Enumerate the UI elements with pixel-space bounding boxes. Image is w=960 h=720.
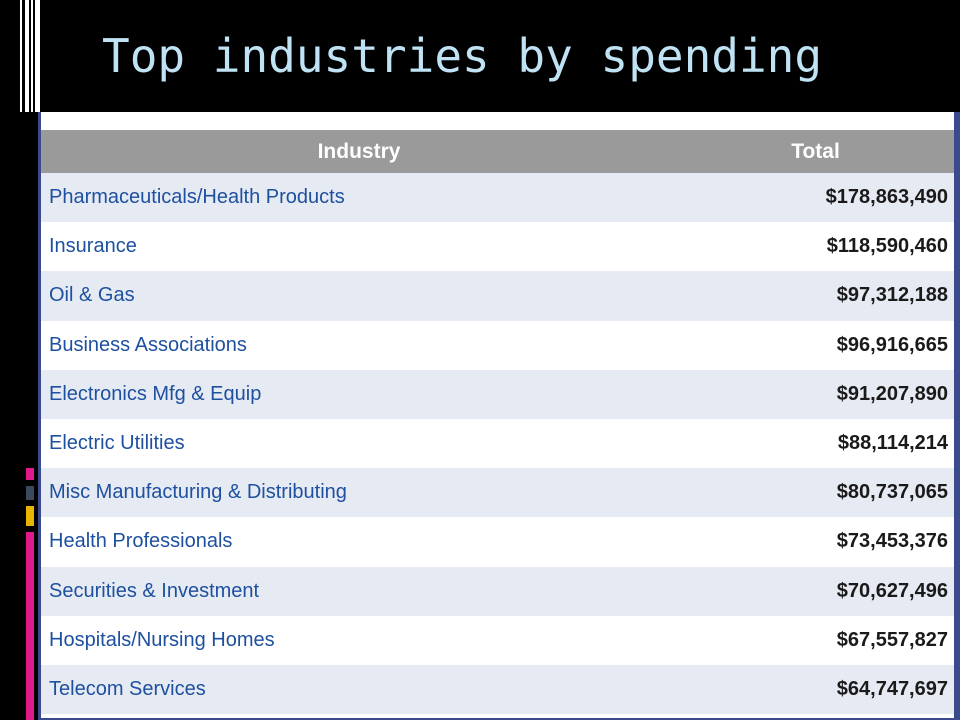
table-row: Telecom Services $64,747,697: [41, 664, 954, 715]
total-cell: $118,590,460: [677, 222, 954, 272]
industry-cell[interactable]: Electronics Mfg & Equip: [41, 369, 677, 419]
table-row: Misc Manufacturing & Distributing $80,73…: [41, 468, 954, 518]
total-cell: $64,747,697: [677, 664, 954, 715]
column-header-industry: Industry: [41, 130, 677, 173]
table-row: Oil & Gas $97,312,188: [41, 271, 954, 321]
total-cell: $73,453,376: [677, 517, 954, 567]
slide-title: Top industries by spending: [102, 29, 823, 83]
decorative-stripes: [20, 0, 42, 112]
decorative-side-bars: [22, 468, 38, 720]
table-row: Business Associations $96,916,665: [41, 320, 954, 370]
industry-cell[interactable]: Misc Manufacturing & Distributing: [41, 468, 677, 518]
industry-cell[interactable]: Securities & Investment: [41, 566, 677, 616]
table-row: Insurance $118,590,460: [41, 222, 954, 272]
table-panel: Industry Total Pharmaceuticals/Health Pr…: [38, 112, 960, 720]
table-row: Pharmaceuticals/Health Products $178,863…: [41, 173, 954, 223]
industry-cell[interactable]: Hospitals/Nursing Homes: [41, 615, 677, 665]
total-cell: $178,863,490: [677, 173, 954, 223]
industry-cell[interactable]: Pharmaceuticals/Health Products: [41, 173, 677, 223]
total-cell: $96,916,665: [677, 320, 954, 370]
industry-cell[interactable]: Electric Utilities: [41, 418, 677, 469]
total-cell: $67,557,827: [677, 615, 954, 665]
industry-cell[interactable]: Oil & Gas: [41, 271, 677, 321]
industry-cell[interactable]: Insurance: [41, 222, 677, 272]
industry-spending-table: Industry Total Pharmaceuticals/Health Pr…: [41, 130, 954, 715]
total-cell: $91,207,890: [677, 369, 954, 419]
table-row: Securities & Investment $70,627,496: [41, 566, 954, 616]
total-cell: $88,114,214: [677, 418, 954, 469]
table-row: Hospitals/Nursing Homes $67,557,827: [41, 615, 954, 665]
table-row: Electric Utilities $88,114,214: [41, 418, 954, 469]
table-row: Health Professionals $73,453,376: [41, 517, 954, 567]
industry-cell[interactable]: Telecom Services: [41, 664, 677, 715]
industry-cell[interactable]: Business Associations: [41, 320, 677, 370]
total-cell: $97,312,188: [677, 271, 954, 321]
total-cell: $70,627,496: [677, 566, 954, 616]
total-cell: $80,737,065: [677, 468, 954, 518]
column-header-total: Total: [677, 130, 954, 173]
industry-cell[interactable]: Health Professionals: [41, 517, 677, 567]
table-header-row: Industry Total: [41, 130, 954, 173]
table-row: Electronics Mfg & Equip $91,207,890: [41, 369, 954, 419]
